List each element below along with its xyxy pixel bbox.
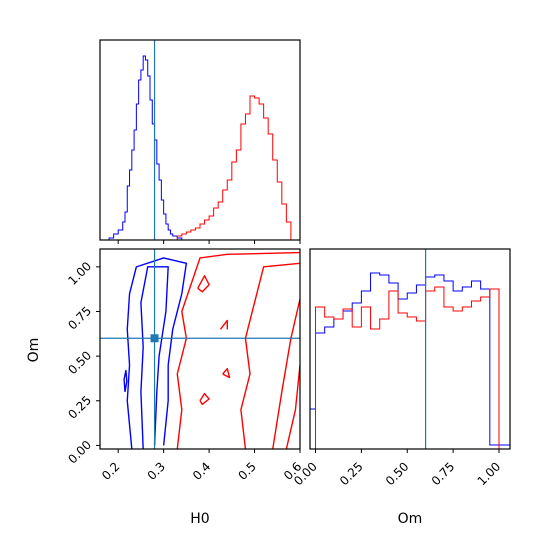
plot-area (310, 249, 510, 449)
x-tick-label: 0.75 (429, 459, 458, 488)
x-tick-label: 0.50 (383, 459, 412, 488)
contour-h0-om-panel: 0.2 0.3 0.4 0.5 0.60.000.250.500.751.00 (65, 248, 304, 483)
x-tick-label: 0.4 (190, 459, 213, 482)
y-tick-label: 0.00 (65, 438, 94, 467)
x-tick-label: 0.3 (145, 459, 168, 482)
histogram-series-red (176, 95, 300, 240)
axes-frame (309, 248, 511, 450)
y-axis-label-om: Om (26, 338, 42, 363)
contour-line-red (285, 365, 300, 449)
x-tick-label: 0.5 (235, 459, 258, 482)
plot-area (100, 249, 300, 449)
y-tick-label: 0.75 (65, 304, 94, 333)
contour-line-red (199, 392, 210, 406)
x-axis-label-h0: H0 (190, 511, 209, 527)
x-tick-label: 0.2 (99, 459, 122, 482)
contour-line-red (176, 251, 300, 449)
histogram-series-blue (108, 55, 187, 240)
y-tick-label: 0.50 (65, 348, 94, 377)
histogram-om-panel: 0.00 0.25 0.50 0.75 1.00 (291, 248, 511, 488)
axes-frame (99, 39, 301, 241)
contour-line-red (197, 275, 210, 293)
histogram-series-red (315, 286, 500, 449)
contour-line-red (240, 262, 300, 449)
contour-line-red (272, 298, 300, 449)
contour-line-blue (126, 257, 188, 449)
contour-line-blue (140, 266, 169, 449)
contour-line-red (222, 367, 231, 379)
x-axis-label-om: Om (398, 511, 423, 527)
x-tick-label: 1.00 (475, 459, 504, 488)
axes-frame (99, 248, 301, 450)
y-tick-label: 1.00 (65, 259, 94, 288)
truth-marker (150, 334, 159, 343)
y-tick-label: 0.25 (65, 393, 94, 422)
plot-area (108, 40, 300, 240)
histogram-series-blue (310, 272, 510, 449)
histogram-h0-panel (99, 39, 301, 244)
contour-line-red (219, 319, 228, 330)
x-tick-label: 0.25 (337, 459, 366, 488)
contour-line-blue (123, 369, 128, 392)
